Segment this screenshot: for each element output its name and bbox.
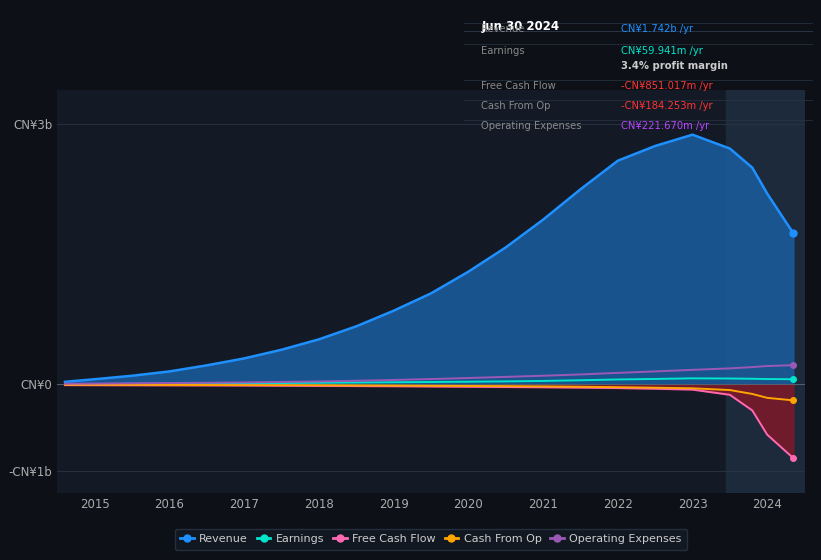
Text: Earnings: Earnings <box>481 45 525 55</box>
Text: Cash From Op: Cash From Op <box>481 101 551 111</box>
Text: -CN¥184.253m /yr: -CN¥184.253m /yr <box>621 101 713 111</box>
Text: 3.4% profit margin: 3.4% profit margin <box>621 61 727 71</box>
Text: -CN¥851.017m /yr: -CN¥851.017m /yr <box>621 81 713 91</box>
Text: Revenue: Revenue <box>481 24 525 34</box>
Text: CN¥1.742b /yr: CN¥1.742b /yr <box>621 24 693 34</box>
Text: CN¥59.941m /yr: CN¥59.941m /yr <box>621 45 703 55</box>
Text: Free Cash Flow: Free Cash Flow <box>481 81 556 91</box>
Legend: Revenue, Earnings, Free Cash Flow, Cash From Op, Operating Expenses: Revenue, Earnings, Free Cash Flow, Cash … <box>175 529 687 550</box>
Text: CN¥221.670m /yr: CN¥221.670m /yr <box>621 121 709 131</box>
Bar <box>726 90 812 493</box>
Text: Jun 30 2024: Jun 30 2024 <box>481 20 559 33</box>
Text: Operating Expenses: Operating Expenses <box>481 121 582 131</box>
